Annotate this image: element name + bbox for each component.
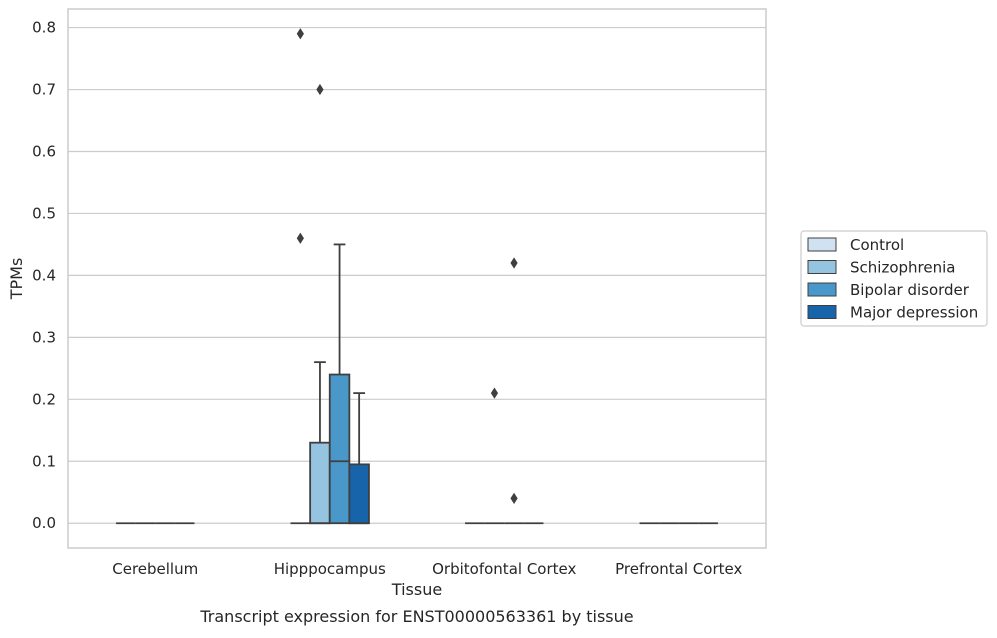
legend-label: Bipolar disorder <box>850 281 970 299</box>
outlier-point <box>510 492 518 505</box>
x-axis-title: Tissue <box>391 580 442 599</box>
box-major-depression <box>348 392 370 525</box>
y-tick-label: 0.2 <box>32 390 56 408</box>
y-tick-label: 0.5 <box>32 204 56 222</box>
outlier-point <box>296 232 304 244</box>
box-bipolar-disorder <box>504 257 524 525</box>
box-schizophrenia <box>484 387 505 525</box>
legend-frame <box>800 230 988 327</box>
box-body <box>309 441 331 525</box>
y-tick-label: 0.3 <box>32 328 56 346</box>
outlier-point <box>490 387 499 399</box>
legend-swatch <box>807 282 837 297</box>
outlier-point <box>316 83 324 96</box>
legend-swatch <box>807 237 837 252</box>
gridlines <box>68 26 766 524</box>
y-tick-label: 0.0 <box>32 514 56 532</box>
y-tick-label: 0.8 <box>32 19 56 37</box>
y-tick-label: 0.7 <box>32 81 56 99</box>
box-bipolar-disorder <box>328 243 351 525</box>
outlier-point <box>510 257 518 269</box>
boxes <box>116 28 718 525</box>
legend-label: Major depression <box>850 304 978 322</box>
legend-swatch <box>807 260 837 274</box>
box-body <box>348 463 370 525</box>
chart-caption: Transcript expression for ENST0000056336… <box>199 607 633 626</box>
x-tick-labels: Cerebellum Hipppocampus Orbitofontal Corte… <box>112 560 742 578</box>
box-control <box>290 28 311 525</box>
y-tick-label: 0.6 <box>32 142 56 160</box>
x-tick-label: Prefrontal Cortex <box>615 560 742 578</box>
x-tick-label: Cerebellum <box>112 560 198 578</box>
legend-label: Control <box>850 236 904 254</box>
y-axis-title: TPMs <box>7 258 26 301</box>
outlier-point <box>296 28 304 40</box>
box-schizophrenia <box>309 83 331 525</box>
x-tick-label: Orbitofontal Cortex <box>432 560 576 578</box>
y-tick-label: 0.4 <box>32 266 56 284</box>
y-tick-labels: 0.0 0.1 0.2 0.3 0.4 0.5 0.6 0.7 0.8 <box>32 19 56 533</box>
box-body <box>328 373 351 525</box>
legend: Control Schizophrenia Bipolar disorder Majo… <box>800 230 988 327</box>
legend-label: Schizophrenia <box>850 259 955 277</box>
plot-frame <box>67 8 767 549</box>
legend-swatch <box>807 305 837 319</box>
x-tick-label: Hipppocampus <box>274 560 386 578</box>
y-tick-label: 0.1 <box>32 452 56 470</box>
